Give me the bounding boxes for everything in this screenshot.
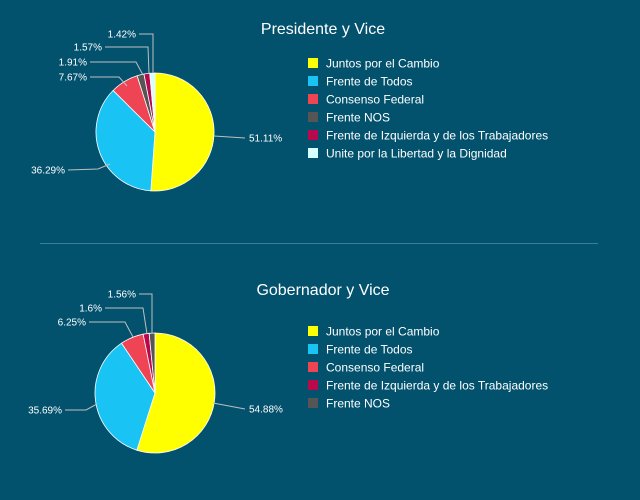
- slice-percentage-label: 7.67%: [59, 73, 87, 84]
- legend-entry: Juntos por el Cambio: [326, 325, 440, 339]
- pie-slice: [95, 89, 156, 192]
- slice-percentage-label: 36.29%: [31, 166, 65, 177]
- legend-swatch: [308, 344, 318, 354]
- legend-entry: Unite por la Libertad y la Dignidad: [326, 147, 507, 161]
- label-leader-line: [65, 403, 98, 411]
- legend-swatch: [308, 326, 318, 336]
- slice-percentage-label: 1.57%: [74, 43, 102, 54]
- pie-slice: [150, 72, 215, 192]
- legend-entry: Frente de Todos: [326, 343, 413, 357]
- label-leader-line: [67, 163, 111, 171]
- slice-percentage-label: 35.69%: [28, 406, 62, 417]
- slice-percentage-label: 1.42%: [108, 30, 136, 41]
- legend-entry: Juntos por el Cambio: [326, 57, 440, 71]
- legend-entry: Consenso Federal: [326, 361, 424, 375]
- label-leader-line: [139, 293, 153, 333]
- legend-entry: Consenso Federal: [326, 93, 424, 107]
- label-leader-line: [213, 135, 246, 139]
- label-leader-line: [90, 76, 128, 87]
- label-leader-line: [212, 402, 246, 410]
- pie-chart-1: Presidente y Vice 51.11% Juntos por el Cam…: [31, 21, 548, 192]
- legend-swatch: [308, 58, 318, 68]
- label-leader-line: [89, 321, 134, 338]
- legend-entry: Frente NOS: [326, 111, 390, 125]
- chart-divider: [40, 243, 598, 244]
- legend-entry: Frente de Izquierda y de los Trabajadore…: [326, 129, 548, 143]
- label-leader-line: [90, 61, 144, 76]
- legend-swatch: [308, 362, 318, 372]
- legend-swatch: [308, 380, 318, 390]
- slice-percentage-label: 1.56%: [108, 290, 136, 301]
- slice-percentage-label: 1.91%: [59, 58, 87, 69]
- slice-percentage-label: 51.11%: [249, 134, 282, 145]
- legend-entry: Frente NOS: [326, 397, 390, 411]
- slice-percentage-label: 54.88%: [249, 405, 283, 416]
- legend-swatch: [308, 112, 318, 122]
- legend-swatch: [308, 76, 318, 86]
- legend-swatch: [308, 94, 318, 104]
- legend-swatch: [308, 398, 318, 408]
- pie-slice: [148, 332, 156, 394]
- slice-percentage-label: 6.25%: [58, 318, 86, 329]
- legend-swatch: [308, 130, 318, 140]
- pie-slice: [94, 342, 156, 451]
- legend-entry: Frente de Izquierda y de los Trabajadore…: [326, 379, 548, 393]
- chart-title: Gobernador y Vice: [256, 282, 389, 299]
- pie-slice: [149, 72, 156, 133]
- legend-swatch: [308, 148, 318, 158]
- label-leader-line: [105, 307, 148, 335]
- chart-title: Presidente y Vice: [261, 21, 385, 38]
- slice-percentage-label: 1.6%: [79, 304, 102, 315]
- pie-slice: [136, 332, 216, 454]
- label-leader-line: [105, 46, 150, 75]
- pie-chart-2: Gobernador y Vice 54.88% Juntos por el Cam…: [28, 282, 548, 454]
- label-leader-line: [139, 33, 154, 73]
- legend-entry: Frente de Todos: [326, 75, 413, 89]
